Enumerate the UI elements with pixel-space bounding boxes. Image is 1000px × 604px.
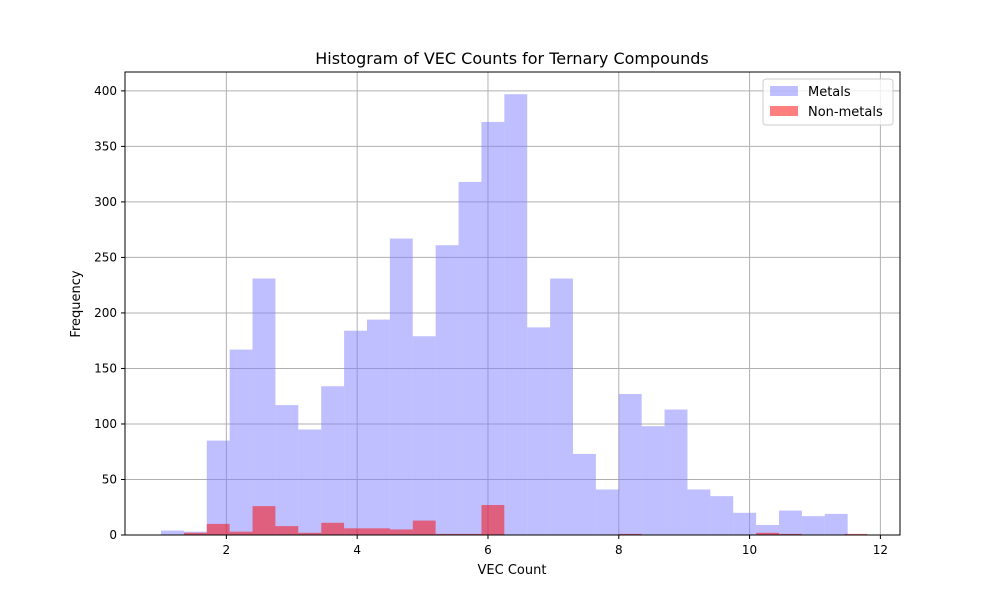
bar-metals xyxy=(572,453,596,535)
bar-metals xyxy=(229,349,253,535)
bar-metals xyxy=(344,330,367,535)
legend-label-metals: Metals xyxy=(808,85,851,100)
x-tick-label: 8 xyxy=(615,543,623,557)
y-tick-label: 0 xyxy=(109,528,117,542)
y-tick-label: 250 xyxy=(94,250,117,264)
y-tick-label: 350 xyxy=(94,139,117,153)
bar-metals xyxy=(595,489,619,535)
bar-metals xyxy=(618,393,642,535)
legend-label-non-metals: Non-metals xyxy=(808,105,883,120)
bar-metals xyxy=(321,386,345,535)
bar-metals xyxy=(298,429,322,535)
bar-metals xyxy=(756,525,780,535)
legend-swatch-non-metals xyxy=(770,106,798,116)
bar-metals xyxy=(366,319,390,535)
bar-metals xyxy=(733,512,757,535)
bar-metals xyxy=(527,327,551,535)
bar-metals xyxy=(481,121,505,536)
bar-non-metals xyxy=(618,533,642,535)
bar-non-metals xyxy=(458,533,482,535)
y-axis-label: Frequency xyxy=(69,270,84,337)
bar-metals xyxy=(252,278,276,535)
bar-metals xyxy=(664,409,688,535)
bar-non-metals xyxy=(275,526,299,535)
bar-non-metals xyxy=(435,533,459,535)
bar-metals xyxy=(160,530,184,535)
x-tick-label: 6 xyxy=(484,543,492,557)
bar-metals xyxy=(687,489,711,535)
bar-non-metals xyxy=(229,531,253,535)
x-tick-label: 10 xyxy=(742,543,757,557)
bar-metals xyxy=(801,516,825,535)
bar-metals xyxy=(206,440,230,535)
bar-non-metals xyxy=(206,523,230,535)
bar-non-metals xyxy=(389,529,413,535)
axis-ticks: 2 4 6 8 10 12 0 50 100 150 200 250 300 350 400 xyxy=(94,84,888,557)
x-tick-label: 2 xyxy=(223,543,231,557)
bar-metals xyxy=(641,426,665,535)
bar-non-metals xyxy=(481,505,505,535)
bar-metals xyxy=(275,405,299,535)
y-tick-label: 100 xyxy=(94,417,117,431)
bar-metals xyxy=(435,245,459,536)
bar-metals xyxy=(458,181,482,535)
bar-metals xyxy=(550,278,573,535)
y-tick-label: 200 xyxy=(94,306,117,320)
bar-non-metals xyxy=(412,520,436,535)
bar-metals xyxy=(504,94,528,535)
x-tick-label: 12 xyxy=(873,543,888,557)
bar-non-metals xyxy=(344,528,367,535)
x-tick-label: 4 xyxy=(353,543,361,557)
x-axis-label: VEC Count xyxy=(478,563,547,578)
y-tick-label: 300 xyxy=(94,195,117,209)
plot-frame xyxy=(124,71,901,536)
bar-non-metals xyxy=(844,533,868,535)
bar-metals xyxy=(779,510,802,535)
y-tick-label: 400 xyxy=(94,84,117,98)
bar-non-metals xyxy=(756,532,780,535)
chart-title: Histogram of VEC Counts for Ternary Comp… xyxy=(315,49,708,68)
bar-metals xyxy=(389,238,413,536)
bar-non-metals xyxy=(252,506,276,535)
bar-non-metals xyxy=(298,532,322,535)
legend: Metals Non-metals xyxy=(762,78,894,126)
bar-metals xyxy=(824,513,848,535)
bar-non-metals xyxy=(183,532,207,535)
bar-non-metals xyxy=(366,528,390,535)
bars xyxy=(160,94,868,536)
bar-metals xyxy=(710,496,734,535)
bar-non-metals xyxy=(321,522,345,535)
y-tick-label: 150 xyxy=(94,361,117,375)
y-tick-label: 50 xyxy=(102,472,117,486)
bar-non-metals xyxy=(779,533,802,535)
bar-metals xyxy=(412,336,436,535)
legend-swatch-metals xyxy=(770,86,798,96)
